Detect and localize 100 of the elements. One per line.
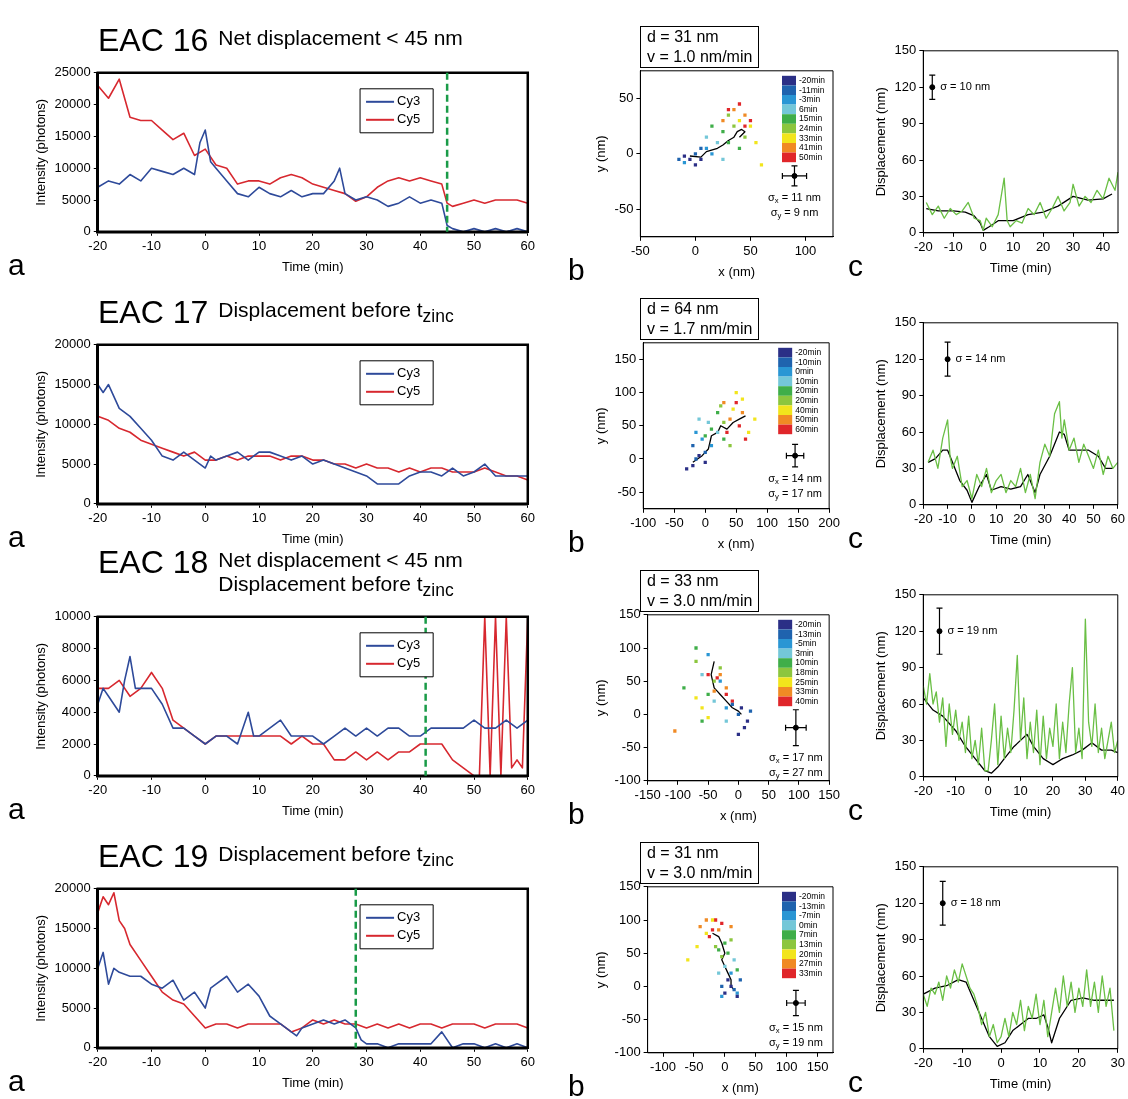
chart-title: d = 31 nm v = 1.0 nm/min (647, 27, 753, 67)
x-axis-title: Time (min) (989, 531, 1052, 547)
y-tick-label: 25000 (54, 64, 91, 80)
legend-label: 6min (799, 103, 818, 114)
y-tick-label: 0 (909, 496, 917, 512)
x-tick-label: 50 (748, 1059, 763, 1075)
y-tick-label: 0 (83, 223, 91, 239)
x-tick-label: -10 (938, 511, 957, 527)
legend-label: 40min (795, 695, 819, 706)
y-tick-label: 60 (901, 151, 917, 167)
y-tick-label: 150 (614, 350, 637, 366)
legend-label: 24min (799, 122, 823, 133)
legend-label: 50min (795, 414, 819, 425)
y-tick-label: 10000 (54, 159, 91, 175)
y-tick-label: 60 (901, 695, 917, 711)
legend-label: Cy5 (397, 383, 421, 399)
y-tick-label: 6000 (61, 671, 91, 687)
y-tick-label: 10000 (54, 415, 91, 431)
y-tick-label: 4000 (61, 703, 91, 719)
y-tick-label: -100 (614, 1044, 641, 1060)
x-axis-title: Time (min) (989, 1075, 1052, 1091)
legend-label: Cy5 (397, 111, 421, 127)
y-tick-label: 2000 (61, 735, 91, 751)
legend-label: 40min (795, 404, 819, 415)
legend-label: 33min (795, 686, 819, 697)
x-tick-label: -20 (913, 1055, 933, 1071)
x-tick-label: 0 (201, 1054, 209, 1070)
x-tick-label: 0 (201, 782, 209, 798)
text: c (848, 249, 863, 282)
y-tick-label: 100 (618, 639, 641, 655)
legend-label: Cy3 (397, 909, 421, 925)
text: c (848, 793, 863, 826)
x-tick-label: 0 (968, 511, 976, 527)
chart-subtitle: Displacement before t$_{zinc}$ (218, 842, 454, 873)
x-tick-label: 50 (761, 787, 776, 803)
x-tick-label: 50 (728, 515, 744, 531)
x-tick-label: -100 (664, 787, 691, 803)
y-tick-label: -50 (617, 483, 637, 499)
y-tick-label: 0 (909, 224, 917, 240)
y-tick-label: 150 (618, 606, 641, 622)
chart-title: d = 64 nm v = 1.7 nm/min (647, 299, 753, 339)
x-axis-title: Time (min) (989, 803, 1052, 819)
x-tick-label: 50 (743, 243, 758, 259)
y-tick-label: 120 (894, 622, 917, 638)
x-tick-label: 100 (756, 515, 779, 531)
chart-title: d = 33 nm v = 3.0 nm/min (647, 571, 753, 611)
x-tick-label: 0 (984, 783, 992, 799)
y-axis-title: y (nm) (593, 679, 609, 717)
x-tick-label: 30 (1065, 239, 1081, 255)
legend-label: 10min (795, 375, 819, 386)
y-tick-label: 50 (618, 90, 634, 106)
y-tick-label: 0 (633, 977, 641, 993)
x-tick-label: 60 (520, 782, 535, 798)
y-axis-title: y (nm) (593, 135, 609, 173)
text: c (848, 521, 863, 554)
x-tick-label: 40 (1095, 239, 1111, 255)
x-tick-label: 200 (818, 515, 841, 531)
y-axis-title: y (nm) (593, 951, 609, 989)
x-tick-label: -10 (952, 1055, 972, 1071)
legend-label: 33min (799, 132, 823, 143)
legend-label: -20min (799, 890, 826, 901)
y-tick-label: 15000 (54, 127, 91, 143)
chart-title: EAC 18 (98, 543, 209, 580)
x-axis-title: x (nm) (721, 1079, 759, 1095)
chart-title: EAC 19 (98, 838, 209, 874)
legend-label: 3min (795, 647, 814, 658)
y-tick-label: 0 (909, 1040, 917, 1056)
x-tick-label: 40 (413, 1054, 428, 1070)
x-tick-label: -50 (698, 787, 718, 803)
x-tick-label: -20 (88, 782, 108, 798)
y-tick-label: 100 (618, 911, 641, 927)
x-tick-label: 100 (788, 787, 810, 803)
y-axis-title: Intensity (photons) (33, 370, 49, 478)
y-tick-label: -50 (614, 200, 634, 216)
x-tick-label: 20 (305, 238, 320, 254)
legend-label: Cy3 (397, 637, 421, 653)
chart-title: d = 31 nm v = 3.0 nm/min (647, 843, 753, 883)
legend-label: 0min (795, 366, 814, 377)
y-tick-label: -50 (621, 739, 641, 755)
y-tick-label: 0 (909, 768, 917, 784)
legend-label: Cy5 (397, 655, 421, 671)
x-tick-label: 40 (413, 510, 428, 526)
y-tick-label: 150 (894, 314, 917, 330)
x-tick-label: 40 (1110, 783, 1125, 799)
x-tick-label: -10 (943, 239, 963, 255)
x-tick-label: -20 (913, 783, 933, 799)
x-tick-label: 0 (201, 510, 209, 526)
x-tick-label: -10 (142, 1054, 161, 1070)
x-tick-label: -20 (88, 238, 108, 254)
legend-label: Cy3 (397, 93, 421, 109)
y-tick-label: 0 (633, 705, 641, 721)
x-tick-label: 50 (466, 782, 482, 798)
x-tick-label: -20 (88, 510, 108, 526)
y-tick-label: 100 (614, 384, 637, 400)
x-tick-label: 60 (1110, 511, 1125, 527)
y-tick-label: 0 (83, 1039, 91, 1055)
chart-title: EAC 16 (98, 22, 209, 58)
x-tick-label: 50 (466, 1054, 482, 1070)
x-tick-label: 20 (1045, 783, 1061, 799)
x-tick-label: 40 (413, 782, 428, 798)
